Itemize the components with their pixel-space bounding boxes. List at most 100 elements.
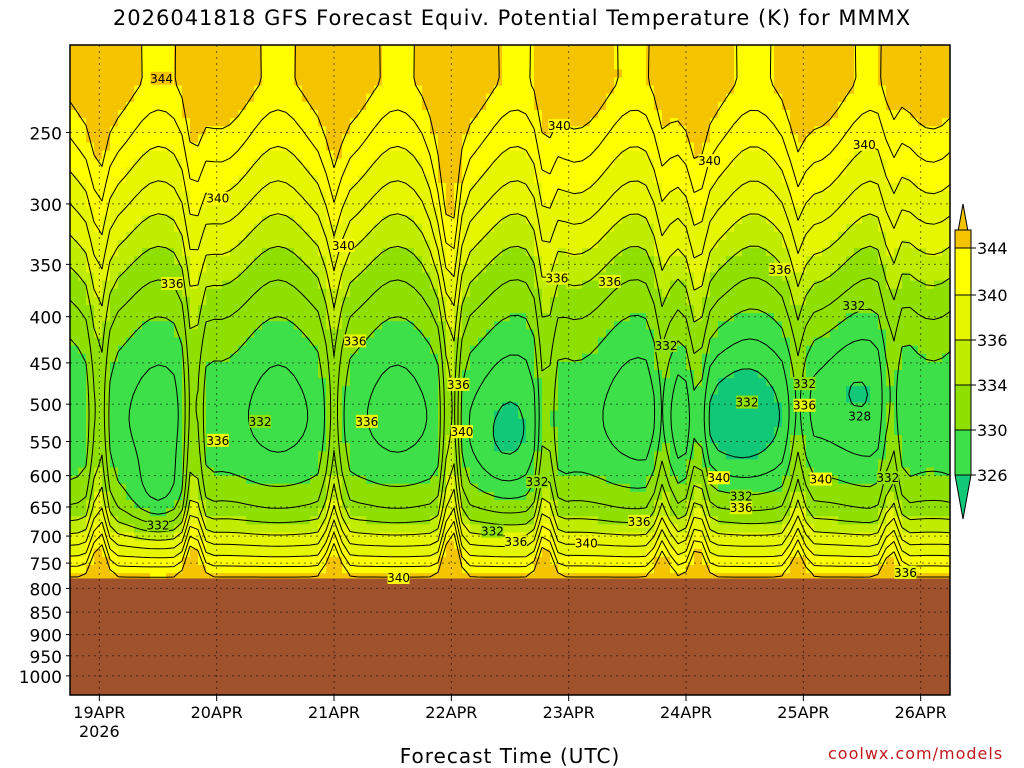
field-cell xyxy=(350,264,359,274)
field-cell xyxy=(782,329,791,339)
field-cell xyxy=(430,199,439,209)
field-cell xyxy=(758,394,767,404)
field-cell xyxy=(646,93,655,103)
field-cell xyxy=(230,207,239,217)
field-cell xyxy=(190,296,199,306)
field-cell xyxy=(774,321,783,330)
field-cell xyxy=(758,402,767,412)
field-cell xyxy=(910,183,919,192)
field-cell xyxy=(182,45,191,54)
field-cell xyxy=(678,280,687,290)
field-cell xyxy=(302,256,311,265)
field-cell xyxy=(862,345,871,355)
field-cell xyxy=(534,142,543,152)
field-cell xyxy=(694,337,703,347)
field-cell xyxy=(142,142,151,152)
field-cell xyxy=(614,353,623,363)
field-cell xyxy=(278,240,287,249)
field-cell xyxy=(806,370,815,379)
field-cell xyxy=(574,53,583,62)
field-cell xyxy=(894,85,903,95)
field-cell xyxy=(382,272,391,282)
field-cell xyxy=(190,248,199,257)
field-cell xyxy=(790,337,799,347)
field-cell xyxy=(758,370,767,379)
field-cell xyxy=(374,134,383,144)
field-cell xyxy=(398,158,407,168)
field-cell xyxy=(574,207,583,217)
field-cell xyxy=(558,231,567,241)
field-cell xyxy=(574,183,583,192)
field-cell xyxy=(174,126,183,135)
field-cell xyxy=(86,370,95,379)
field-cell xyxy=(318,69,327,79)
field-cell xyxy=(294,175,303,184)
field-cell xyxy=(934,272,943,282)
field-cell xyxy=(382,101,391,111)
field-cell xyxy=(206,361,215,371)
field-cell xyxy=(142,61,151,70)
field-cell xyxy=(838,61,847,70)
field-cell xyxy=(374,110,383,119)
field-cell xyxy=(614,296,623,306)
field-cell xyxy=(854,313,863,322)
field-cell xyxy=(134,134,143,144)
field-cell xyxy=(862,321,871,330)
field-cell xyxy=(254,240,263,249)
field-cell xyxy=(766,93,775,103)
field-cell xyxy=(310,378,319,387)
field-cell xyxy=(878,77,887,87)
field-cell xyxy=(910,85,919,95)
field-cell xyxy=(718,142,727,152)
field-cell xyxy=(190,215,199,225)
field-cell xyxy=(366,191,375,200)
field-cell xyxy=(590,402,599,412)
field-cell xyxy=(246,231,255,241)
field-cell xyxy=(630,353,639,363)
field-cell xyxy=(574,296,583,306)
field-cell xyxy=(750,280,759,290)
field-cell xyxy=(766,223,775,233)
field-cell xyxy=(398,150,407,160)
field-cell xyxy=(774,345,783,355)
field-cell xyxy=(350,280,359,290)
field-cell xyxy=(110,305,119,314)
field-cell xyxy=(902,134,911,144)
field-cell xyxy=(686,223,695,233)
field-cell xyxy=(902,345,911,355)
field-cell xyxy=(486,256,495,265)
field-cell xyxy=(678,53,687,62)
field-cell xyxy=(126,280,135,290)
field-cell xyxy=(246,101,255,111)
field-cell xyxy=(398,45,407,54)
field-cell xyxy=(830,191,839,200)
field-cell xyxy=(326,248,335,257)
field-cell xyxy=(78,288,87,298)
field-cell xyxy=(750,296,759,306)
field-cell xyxy=(174,101,183,111)
field-cell xyxy=(302,329,311,339)
field-cell xyxy=(238,118,247,127)
field-cell xyxy=(670,386,679,395)
field-cell xyxy=(846,264,855,274)
field-cell xyxy=(918,150,927,160)
field-cell xyxy=(238,313,247,322)
field-cell xyxy=(814,150,823,160)
field-cell xyxy=(806,264,815,274)
field-cell xyxy=(710,264,719,274)
field-cell xyxy=(894,264,903,274)
field-cell xyxy=(262,305,271,314)
field-cell xyxy=(334,118,343,127)
field-cell xyxy=(446,353,455,363)
field-cell xyxy=(646,240,655,249)
field-cell xyxy=(190,402,199,412)
field-cell xyxy=(902,61,911,70)
field-cell xyxy=(862,69,871,79)
field-cell xyxy=(270,353,279,363)
field-cell xyxy=(702,69,711,79)
field-cell xyxy=(686,256,695,265)
field-cell xyxy=(814,126,823,135)
field-cell xyxy=(142,321,151,330)
field-cell xyxy=(70,296,79,306)
field-cell xyxy=(334,231,343,241)
